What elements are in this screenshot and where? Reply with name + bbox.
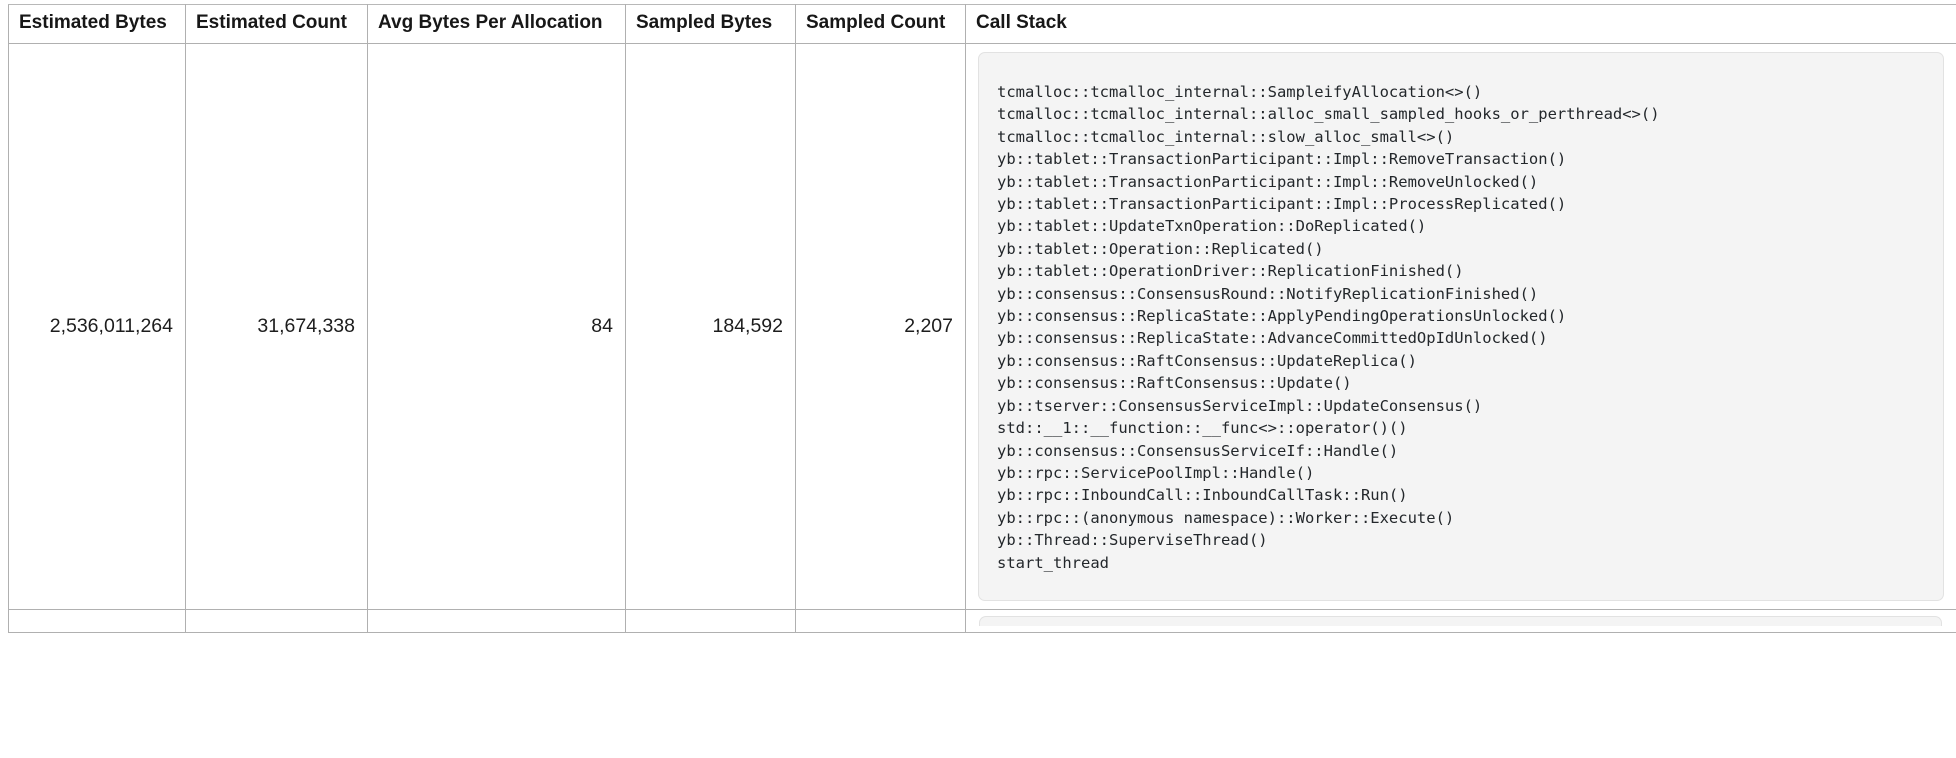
call-stack-frame: tcmalloc::tcmalloc_internal::SampleifyAl… — [997, 81, 1925, 103]
table-row: 2,536,011,264 31,674,338 84 184,592 2,20… — [9, 44, 1956, 610]
cell-sampled-bytes: 184,592 — [626, 44, 796, 610]
column-header-sampled-bytes[interactable]: Sampled Bytes — [626, 5, 796, 44]
call-stack-frame: yb::Thread::SuperviseThread() — [997, 529, 1925, 551]
call-stack-frame: yb::consensus::RaftConsensus::UpdateRepl… — [997, 350, 1925, 372]
call-stack-frame: yb::tablet::OperationDriver::Replication… — [997, 260, 1925, 282]
table-row — [9, 609, 1956, 632]
cell-estimated-bytes — [9, 609, 186, 632]
call-stack-frame: std::__1::__function::__func<>::operator… — [997, 417, 1925, 439]
column-header-call-stack[interactable]: Call Stack — [966, 5, 1956, 44]
column-header-estimated-count[interactable]: Estimated Count — [186, 5, 368, 44]
call-stack-frame: yb::consensus::ConsensusRound::NotifyRep… — [997, 283, 1925, 305]
call-stack-frame: yb::rpc::(anonymous namespace)::Worker::… — [997, 507, 1925, 529]
call-stack-frame: yb::rpc::InboundCall::InboundCallTask::R… — [997, 484, 1925, 506]
cell-call-stack — [966, 609, 1956, 632]
call-stack-frame: yb::tablet::UpdateTxnOperation::DoReplic… — [997, 215, 1925, 237]
call-stack-frame: yb::consensus::ConsensusServiceIf::Handl… — [997, 440, 1925, 462]
cell-avg-bytes-per-allocation: 84 — [368, 44, 626, 610]
call-stack-frame: start_thread — [997, 552, 1925, 574]
call-stack-frame: yb::tserver::ConsensusServiceImpl::Updat… — [997, 395, 1925, 417]
table-header-row: Estimated Bytes Estimated Count Avg Byte… — [9, 5, 1956, 44]
call-stack-frame: yb::consensus::ReplicaState::ApplyPendin… — [997, 305, 1925, 327]
call-stack-frame: yb::tablet::Operation::Replicated() — [997, 238, 1925, 260]
column-header-sampled-count[interactable]: Sampled Count — [796, 5, 966, 44]
column-header-estimated-bytes[interactable]: Estimated Bytes — [9, 5, 186, 44]
call-stack-frame: yb::tablet::TransactionParticipant::Impl… — [997, 171, 1925, 193]
cell-avg-bytes-per-allocation — [368, 609, 626, 632]
cell-call-stack: tcmalloc::tcmalloc_internal::SampleifyAl… — [966, 44, 1956, 610]
call-stack-frame: yb::tablet::TransactionParticipant::Impl… — [997, 148, 1925, 170]
call-stack-box — [979, 616, 1942, 626]
call-stack-frame: yb::tablet::TransactionParticipant::Impl… — [997, 193, 1925, 215]
cell-sampled-count — [796, 609, 966, 632]
table-header: Estimated Bytes Estimated Count Avg Byte… — [9, 5, 1956, 44]
call-stack-frame: tcmalloc::tcmalloc_internal::slow_alloc_… — [997, 126, 1925, 148]
call-stack-frame: yb::rpc::ServicePoolImpl::Handle() — [997, 462, 1925, 484]
call-stack-frame: yb::consensus::RaftConsensus::Update() — [997, 372, 1925, 394]
table-body: 2,536,011,264 31,674,338 84 184,592 2,20… — [9, 44, 1956, 633]
cell-estimated-bytes: 2,536,011,264 — [9, 44, 186, 610]
cell-estimated-count: 31,674,338 — [186, 44, 368, 610]
call-stack-frame: yb::consensus::ReplicaState::AdvanceComm… — [997, 327, 1925, 349]
column-header-avg-bytes-per-allocation[interactable]: Avg Bytes Per Allocation — [368, 5, 626, 44]
cell-sampled-count: 2,207 — [796, 44, 966, 610]
memory-allocation-table: Estimated Bytes Estimated Count Avg Byte… — [8, 4, 1956, 633]
call-stack-box: tcmalloc::tcmalloc_internal::SampleifyAl… — [978, 52, 1944, 601]
call-stack-frame: tcmalloc::tcmalloc_internal::alloc_small… — [997, 103, 1925, 125]
cell-estimated-count — [186, 609, 368, 632]
cell-sampled-bytes — [626, 609, 796, 632]
